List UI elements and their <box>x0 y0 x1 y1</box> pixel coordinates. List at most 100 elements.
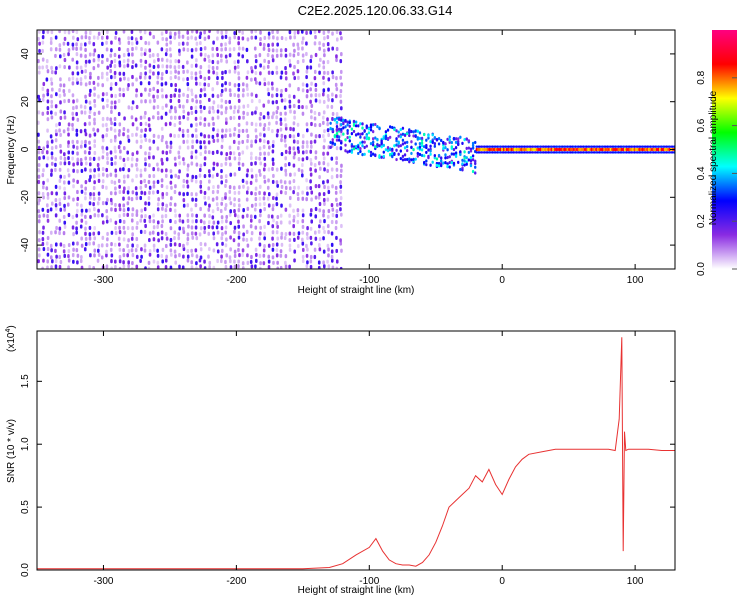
spectrogram-cell <box>529 145 532 148</box>
spectrogram-cell <box>547 151 550 154</box>
spectrogram-cell <box>190 123 193 128</box>
spectrogram-cell <box>54 53 57 59</box>
spectrogram-cell <box>237 36 240 41</box>
spectrogram-cell <box>359 149 362 154</box>
spectrogram-cell <box>617 147 620 152</box>
spectrogram-cell <box>354 144 358 149</box>
spectrogram-cell <box>420 153 424 158</box>
spectrogram-cell <box>110 75 113 80</box>
spectrogram-cell <box>635 147 638 152</box>
spectrogram-cell <box>122 167 125 172</box>
spectrogram-cell <box>207 207 211 212</box>
spectrogram-cell <box>105 40 108 45</box>
spectrogram-cell <box>267 115 270 120</box>
spectrogram-cell <box>592 145 595 148</box>
spectrogram-cell <box>452 147 456 152</box>
spectrogram-cell <box>204 52 207 58</box>
spectrogram-cell <box>337 127 341 131</box>
spectrogram-cell <box>165 30 168 35</box>
spectrogram-cell <box>208 203 211 208</box>
spectrogram-cell <box>263 122 267 128</box>
spectrogram-cell <box>263 81 267 87</box>
spectrogram-cell <box>563 151 566 154</box>
spectrogram-y-tick-label: -40 <box>20 237 31 252</box>
spectrogram-cell <box>388 135 392 139</box>
spectrogram-cell <box>655 147 658 152</box>
spectrogram-cell <box>246 186 250 191</box>
spectrogram-cell <box>344 149 347 153</box>
spectrogram-cell <box>496 145 499 148</box>
colorbar: 0.00.20.40.60.8 Normalized spectral ampl… <box>696 30 737 276</box>
spectrogram-cell <box>297 132 300 137</box>
spectrogram-cell <box>305 94 309 99</box>
spectrogram-cell <box>93 253 96 258</box>
spectrogram-cell <box>191 139 194 144</box>
spectrogram-cell <box>173 230 177 235</box>
spectrogram-cell <box>139 71 143 77</box>
spectrogram-cell <box>568 147 571 152</box>
snr-series-line <box>37 337 675 570</box>
spectrogram-cell <box>89 174 92 179</box>
spectrogram-cell <box>203 173 207 179</box>
spectrogram-cell <box>292 223 295 229</box>
spectrogram-cell <box>93 213 97 218</box>
spectrogram-cell <box>515 145 518 148</box>
spectrogram-cell <box>225 219 228 224</box>
spectrogram-cell <box>313 247 317 252</box>
spectrogram-cell <box>237 190 241 195</box>
spectrogram-cell <box>83 110 87 115</box>
spectrogram-cell <box>330 254 334 260</box>
spectrogram-cell <box>444 153 447 157</box>
spectrogram-cell <box>541 151 544 154</box>
spectrogram-cell <box>182 184 185 189</box>
spectrogram-cell <box>309 30 313 35</box>
spectrogram-cell <box>225 128 228 133</box>
spectrogram-cell <box>361 140 364 144</box>
spectrogram-cell <box>259 71 262 76</box>
spectrogram-cell <box>41 57 45 62</box>
spectrogram-cell <box>67 248 71 254</box>
spectrogram-cell <box>80 168 84 174</box>
spectrogram-cell <box>566 151 569 154</box>
spectrogram-cell <box>144 127 147 133</box>
spectrogram-cell <box>474 165 477 169</box>
spectrogram-cell <box>140 47 143 52</box>
spectrogram-cell <box>113 64 117 69</box>
spectrogram-cell <box>292 208 295 213</box>
spectrogram-cell <box>305 149 308 154</box>
spectrogram-cell <box>212 109 216 114</box>
spectrogram-cell <box>199 99 202 105</box>
spectrogram-cell <box>334 94 338 99</box>
spectrogram-cell <box>275 196 278 201</box>
spectrogram-cell <box>558 151 561 154</box>
spectrogram-cell <box>323 70 326 75</box>
spectrogram-cell <box>585 147 588 152</box>
spectrogram-cell <box>135 157 139 162</box>
spectrogram-cell <box>118 230 122 235</box>
snr-frame-bg <box>37 331 675 570</box>
spectrogram-cell <box>465 137 468 141</box>
spectrogram-cell <box>101 220 105 225</box>
spectrogram-cell <box>139 173 143 178</box>
spectrogram-cell <box>553 145 556 148</box>
spectrogram-cell <box>211 209 215 214</box>
spectrogram-cell <box>126 201 130 206</box>
spectrogram-cell <box>93 207 96 212</box>
spectrogram-cell <box>131 132 134 138</box>
spectrogram-cell <box>93 99 96 104</box>
spectrogram-cell <box>531 145 534 148</box>
spectrogram-cell <box>84 196 87 201</box>
spectrogram-cell <box>160 253 164 259</box>
spectrogram-cell <box>54 242 58 247</box>
spectrogram-cell <box>131 152 135 157</box>
spectrogram-cell <box>144 121 148 126</box>
spectrogram-cell <box>327 145 331 150</box>
spectrogram-cell <box>50 115 54 120</box>
spectrogram-cell <box>46 265 49 269</box>
spectrogram-cell <box>170 82 173 88</box>
spectrogram-cell <box>330 219 334 225</box>
spectrogram-cell <box>62 249 66 254</box>
spectrogram-cell <box>289 109 292 114</box>
spectrogram-cell <box>646 145 649 148</box>
spectrogram-cell <box>317 184 321 189</box>
